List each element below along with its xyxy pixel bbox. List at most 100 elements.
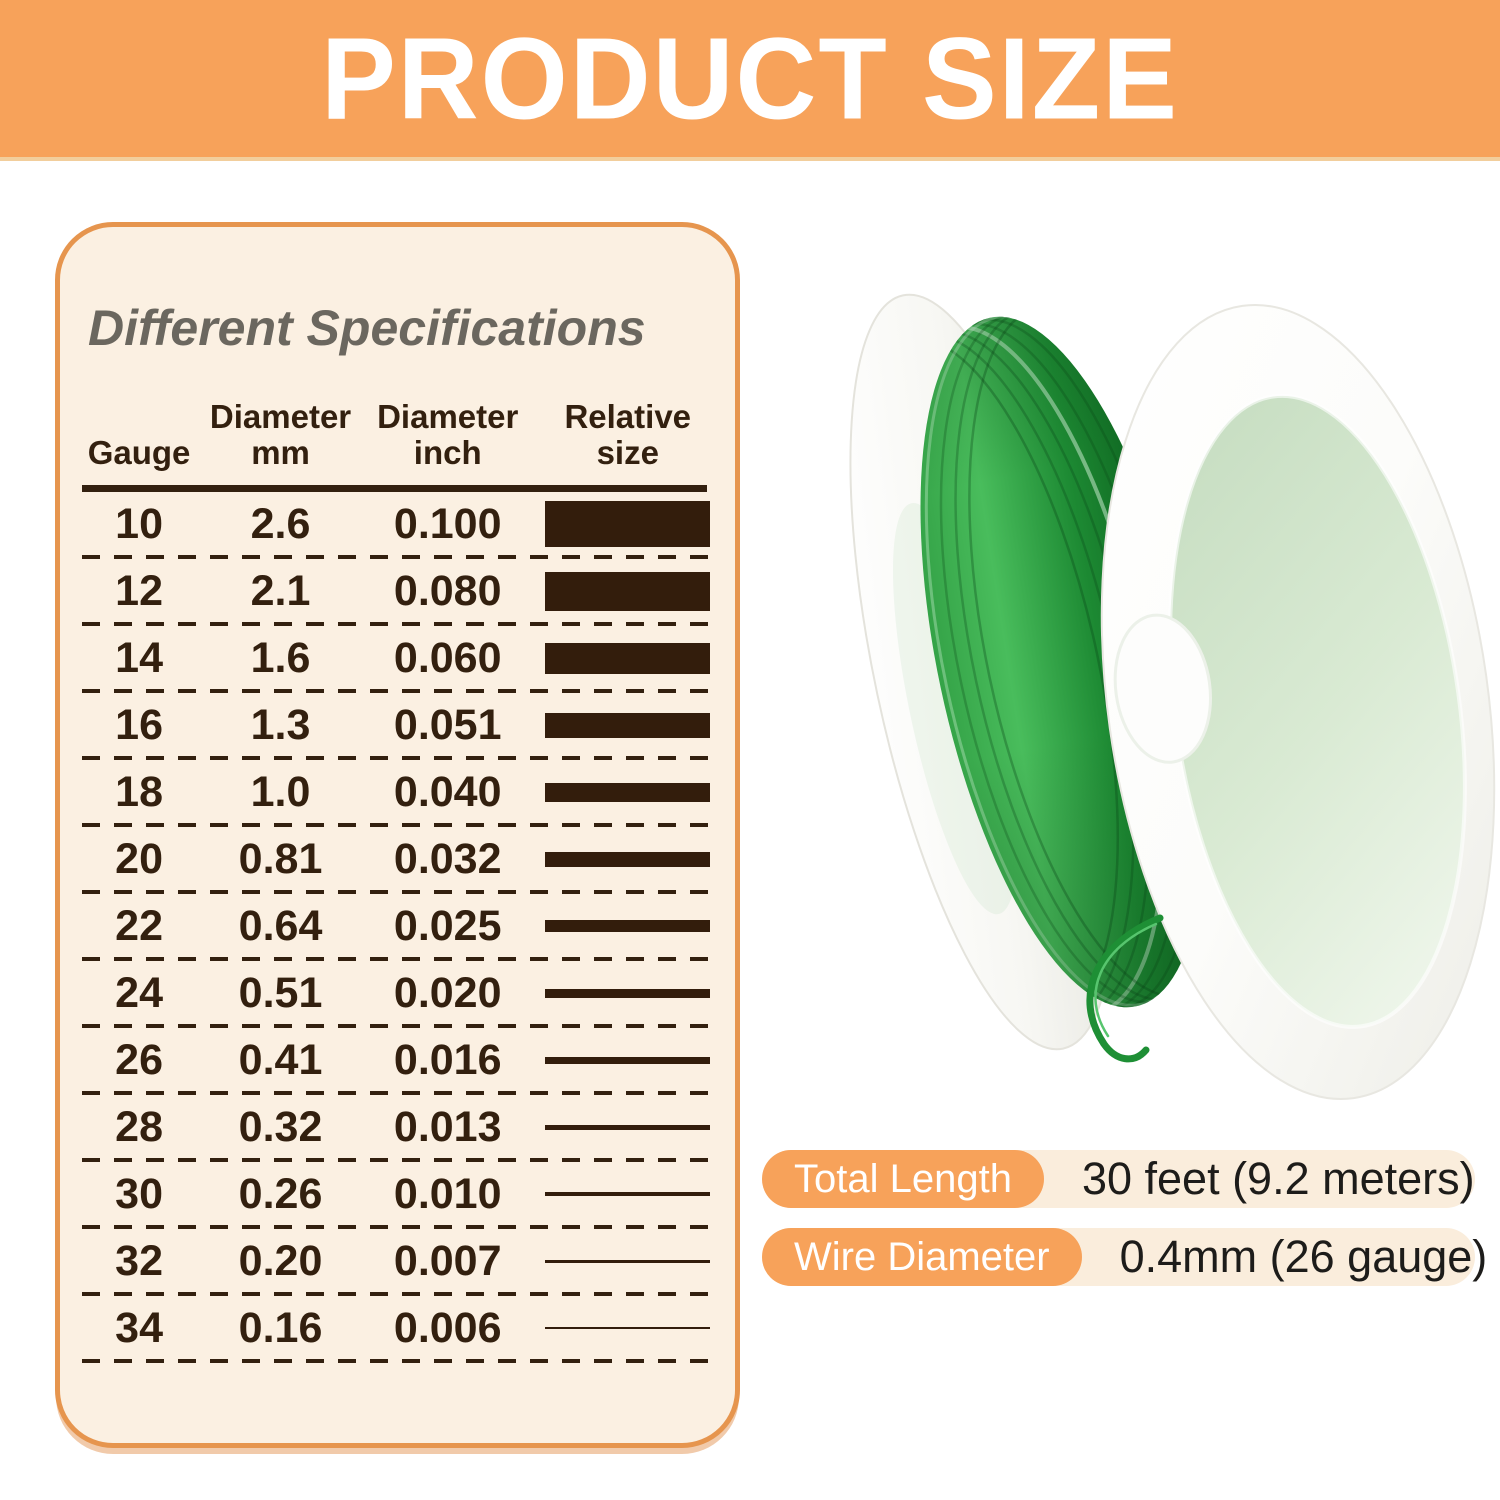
banner-title: PRODUCT SIZE [321,13,1179,144]
diameter-mm-cell: 0.32 [238,1102,323,1151]
gauge-cell: 32 [115,1236,163,1285]
relative-size-cell [535,1170,721,1219]
relative-size-bar [545,642,711,674]
wire-diameter-label-pill: Wire Diameter [762,1228,1082,1286]
table-row: 12 2.1 0.080 [78,566,721,616]
diameter-mm-cell: 0.41 [238,1035,323,1084]
diameter-mm-cell: 0.64 [238,901,323,950]
relative-size-cell [535,1103,721,1152]
relative-size-cell [535,1237,721,1286]
diameter-inch-cell: 0.006 [393,1303,502,1352]
relative-size-cell [535,500,721,549]
wire-spool-photo [848,232,1500,1132]
relative-size-cell [535,969,721,1018]
relative-size-bar [545,1056,711,1064]
table-row: 26 0.41 0.016 [78,1035,721,1085]
column-header: Diameter mm [209,398,352,472]
diameter-inch-cell: 0.020 [393,968,502,1017]
table-row: 10 2.6 0.100 [78,499,721,549]
relative-size-cell [535,768,721,817]
diameter-mm-cell: 1.6 [250,633,311,682]
table-row: 18 1.0 0.040 [78,767,721,817]
relative-size-cell [535,634,721,683]
gauge-cell: 10 [115,499,163,548]
diameter-inch-cell: 0.016 [393,1035,502,1084]
diameter-mm-cell: 0.20 [238,1236,323,1285]
diameter-mm-cell: 1.0 [250,767,311,816]
row-separator [82,1291,709,1296]
gauge-cell: 28 [115,1102,163,1151]
column-header: Diameter inch [377,398,519,472]
relative-size-bar [545,920,711,933]
column-header: Relative size [564,398,692,472]
panel-title: Different Specifications [88,300,646,356]
diameter-inch-cell: 0.051 [393,700,502,749]
relative-size-cell [535,701,721,750]
gauge-cell: 12 [115,566,163,615]
wire-spool-illustration [849,291,1496,1100]
relative-size-bar [545,988,711,998]
table-row: 14 1.6 0.060 [78,633,721,683]
spec-panel: Different Specifications Gauge Diameter mm… [55,222,740,1448]
relative-size-cell [535,902,721,951]
relative-size-bar [545,1124,711,1130]
wire-end [1086,914,1164,1063]
gauge-cell: 16 [115,700,163,749]
diameter-mm-cell: 0.51 [238,968,323,1017]
spec-table-body: 10 2.6 0.100 12 2.1 0.080 14 1.6 0.060 16 1.3 0.051… [78,500,721,1363]
diameter-mm-cell: 2.1 [250,566,311,615]
table-row: 22 0.64 0.025 [78,901,721,951]
diameter-mm-cell: 0.81 [238,834,323,883]
relative-size-bar [545,782,711,802]
gauge-cell: 20 [115,834,163,883]
row-separator [82,1023,709,1028]
diameter-inch-cell: 0.100 [393,499,502,548]
gauge-cell: 34 [115,1303,163,1352]
table-row: 24 0.51 0.020 [78,968,721,1018]
total-length-value: 30 feet (9.2 meters) [1081,1153,1475,1204]
table-row: 16 1.3 0.051 [78,700,721,750]
gauge-cell: 26 [115,1035,163,1084]
total-length-row: Total Length 30 feet (9.2 meters) [762,1150,1475,1208]
banner: PRODUCT SIZE [0,0,1500,161]
gauge-cell: 14 [115,633,163,682]
spool-hub-hole [1113,613,1212,764]
row-separator [82,688,709,693]
wire-diameter-value: 0.4mm (26 gauge) [1119,1231,1488,1282]
table-row: 32 0.20 0.007 [78,1236,721,1286]
relative-size-cell [535,835,721,884]
relative-size-cell [535,567,721,616]
row-separator [82,822,709,827]
row-separator [82,1224,709,1229]
table-header-row: Gauge Diameter mm Diameter inch Relative size [78,398,721,472]
diameter-inch-cell: 0.080 [393,566,502,615]
gauge-cell: 22 [115,901,163,950]
diameter-mm-cell: 0.26 [238,1169,323,1218]
row-separator [82,1090,709,1095]
relative-size-cell [535,1304,721,1353]
relative-size-bar [545,501,711,548]
relative-size-cell [535,1036,721,1085]
relative-size-bar [545,712,711,738]
relative-size-bar [545,1192,711,1197]
total-length-label-pill: Total Length [762,1150,1044,1208]
row-separator [82,755,709,760]
row-separator [82,1358,709,1363]
diameter-inch-cell: 0.040 [393,767,502,816]
column-header: Gauge [87,434,191,472]
table-row: 34 0.16 0.006 [78,1303,721,1353]
row-separator [82,1157,709,1162]
wire-diameter-row: Wire Diameter 0.4mm (26 gauge) [762,1228,1487,1286]
diameter-inch-cell: 0.013 [393,1102,502,1151]
relative-size-bar [545,1327,711,1330]
relative-size-bar [545,571,711,611]
table-row: 20 0.81 0.032 [78,834,721,884]
diameter-inch-cell: 0.060 [393,633,502,682]
spool-front-flange [1100,304,1496,1100]
diameter-inch-cell: 0.010 [393,1169,502,1218]
diameter-mm-cell: 2.6 [250,499,311,548]
relative-size-bar [545,851,711,867]
diameter-mm-cell: 0.16 [238,1303,323,1352]
gauge-cell: 18 [115,767,163,816]
